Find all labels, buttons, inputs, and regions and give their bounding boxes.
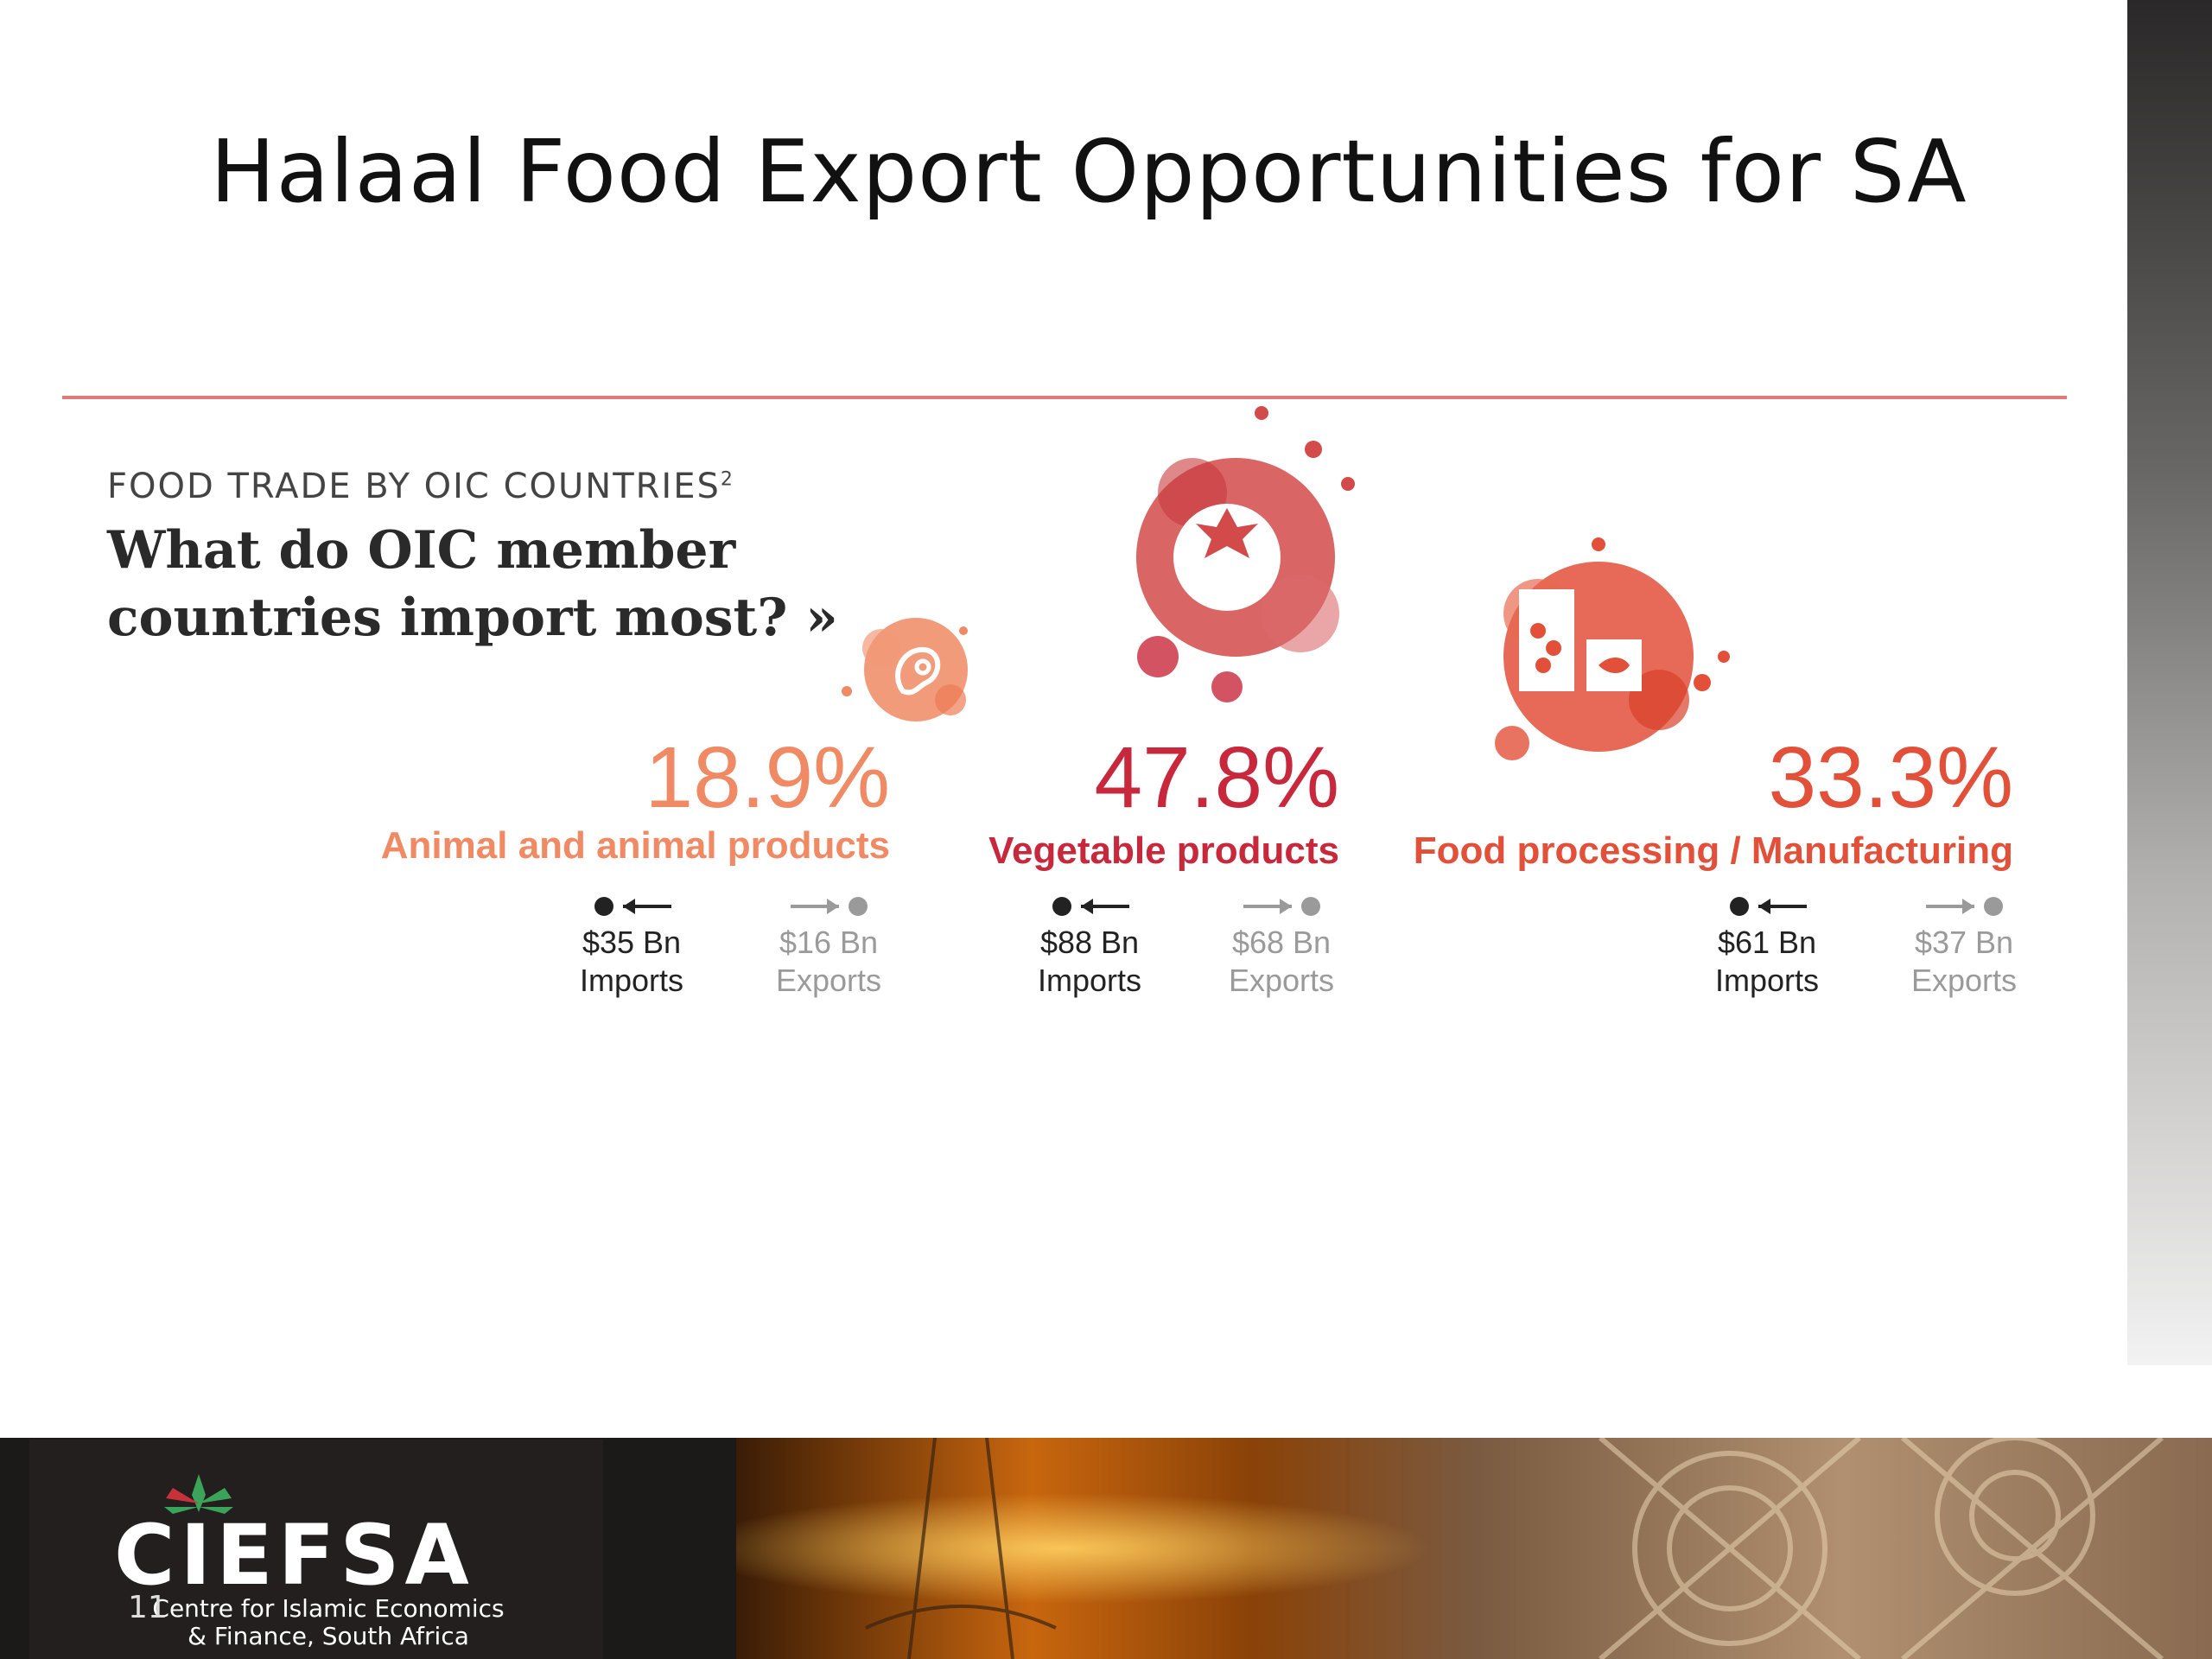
imports-label: Imports	[1037, 963, 1142, 998]
logo-subtitle-line-1: Centre for Islamic Economics	[152, 1594, 505, 1623]
logo-panel	[29, 1440, 603, 1659]
logo-subtitle: Centre for Islamic Economics & Finance, …	[121, 1595, 536, 1650]
infographic-headline: What do OIC member countries import most…	[107, 517, 885, 652]
imports-processing: $61 Bn Imports	[1702, 893, 1832, 1000]
exports-value: $68 Bn	[1231, 925, 1332, 960]
imports-value: $35 Bn	[582, 925, 682, 960]
imports-animal: $35 Bn Imports	[567, 893, 696, 1000]
jar-fish-icon	[1495, 537, 1730, 760]
export-arrow-icon	[1243, 897, 1320, 916]
decorative-photo	[736, 1438, 2212, 1659]
infographic-kicker: FOOD TRADE BY OIC COUNTRIES2	[107, 467, 734, 506]
import-arrow-icon	[594, 897, 671, 916]
imports-value: $61 Bn	[1717, 925, 1817, 960]
label-animal: Animal and animal products	[380, 824, 890, 867]
exports-label: Exports	[1228, 963, 1335, 998]
kicker-text: FOOD TRADE BY OIC COUNTRIES	[107, 467, 721, 506]
leaf-logo-icon	[164, 1474, 233, 1514]
logo-subtitle-line-2: & Finance, South Africa	[188, 1622, 469, 1650]
exports-value: $37 Bn	[1914, 925, 2014, 960]
label-vegetable: Vegetable products	[988, 830, 1339, 872]
headline-line-2: countries import most? »	[107, 588, 838, 648]
export-arrow-icon	[791, 897, 868, 916]
divider-line	[62, 396, 2067, 399]
percent-vegetable: 47.8%	[1094, 729, 1339, 826]
percent-animal: 18.9%	[645, 729, 890, 826]
export-arrow-icon	[1926, 897, 2003, 916]
label-processing: Food processing / Manufacturing	[1413, 830, 2013, 872]
imports-vegetable: $88 Bn Imports	[1025, 893, 1154, 1000]
headline-line-1: What do OIC member	[107, 520, 736, 581]
tomato-icon	[1136, 406, 1355, 702]
meat-icon	[842, 618, 968, 721]
kicker-footnote: 2	[720, 468, 734, 491]
exports-label: Exports	[1910, 963, 2018, 998]
import-arrow-icon	[1730, 897, 1807, 916]
slide-title: Halaal Food Export Opportunities for SA	[210, 121, 1967, 222]
exports-animal: $16 Bn Exports	[764, 893, 893, 1000]
import-arrow-icon	[1052, 897, 1129, 916]
imports-label: Imports	[579, 963, 684, 998]
exports-processing: $37 Bn Exports	[1899, 893, 2029, 1000]
imports-label: Imports	[1714, 963, 1820, 998]
exports-value: $16 Bn	[779, 925, 879, 960]
imports-value: $88 Bn	[1039, 925, 1140, 960]
logo-wordmark: CIEFSA	[114, 1507, 474, 1604]
side-gradient-bar	[2127, 0, 2212, 1365]
exports-vegetable: $68 Bn Exports	[1217, 893, 1346, 1000]
percent-processing: 33.3%	[1768, 729, 2013, 826]
exports-label: Exports	[775, 963, 882, 998]
slide-number: 11	[128, 1590, 168, 1625]
